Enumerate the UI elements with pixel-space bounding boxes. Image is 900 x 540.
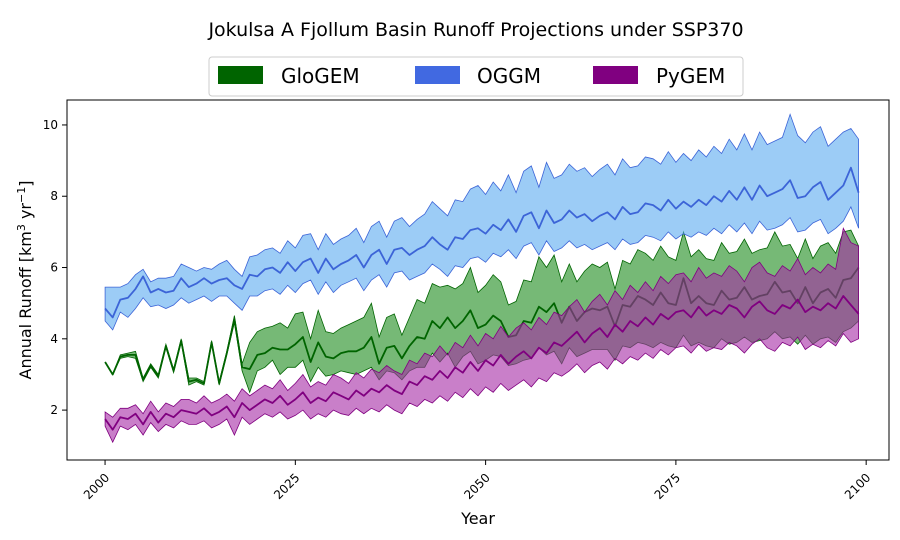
- legend-swatch-oggm: [415, 66, 460, 84]
- y-tick-label: 2: [50, 403, 58, 417]
- x-tick-label: 2075: [652, 471, 683, 502]
- x-tick-label: 2000: [81, 471, 112, 502]
- oggm-band: [104, 113, 859, 331]
- y-tick-label: 10: [43, 118, 58, 132]
- legend-label-glogem: GloGEM: [281, 64, 360, 88]
- legend-swatch-pygem: [593, 66, 638, 84]
- pygem-band: [104, 227, 859, 444]
- x-tick-label: 2050: [461, 471, 492, 502]
- legend-swatch-glogem: [218, 66, 263, 84]
- axes-frame: [66, 99, 890, 461]
- y-tick-label: 4: [50, 332, 58, 346]
- x-tick-label: 2100: [842, 471, 873, 502]
- legend-label-pygem: PyGEM: [656, 64, 725, 88]
- legend-label-oggm: OGGM: [477, 64, 541, 88]
- pygem-mean-line: [104, 295, 860, 431]
- x-axis-label: Year: [460, 509, 495, 528]
- x-tick-label: 2025: [271, 471, 302, 502]
- oggm-mean-line: [104, 166, 860, 319]
- legend: GloGEM OGGM PyGEM: [208, 56, 744, 97]
- y-tick-label: 6: [50, 261, 58, 275]
- y-tick-label: 8: [50, 189, 58, 203]
- y-axis-label: Annual Runoff [km3 yr−1]: [15, 181, 36, 380]
- chart-title: Jokulsa A Fjollum Basin Runoff Projectio…: [207, 19, 743, 41]
- plot-area: [104, 113, 860, 444]
